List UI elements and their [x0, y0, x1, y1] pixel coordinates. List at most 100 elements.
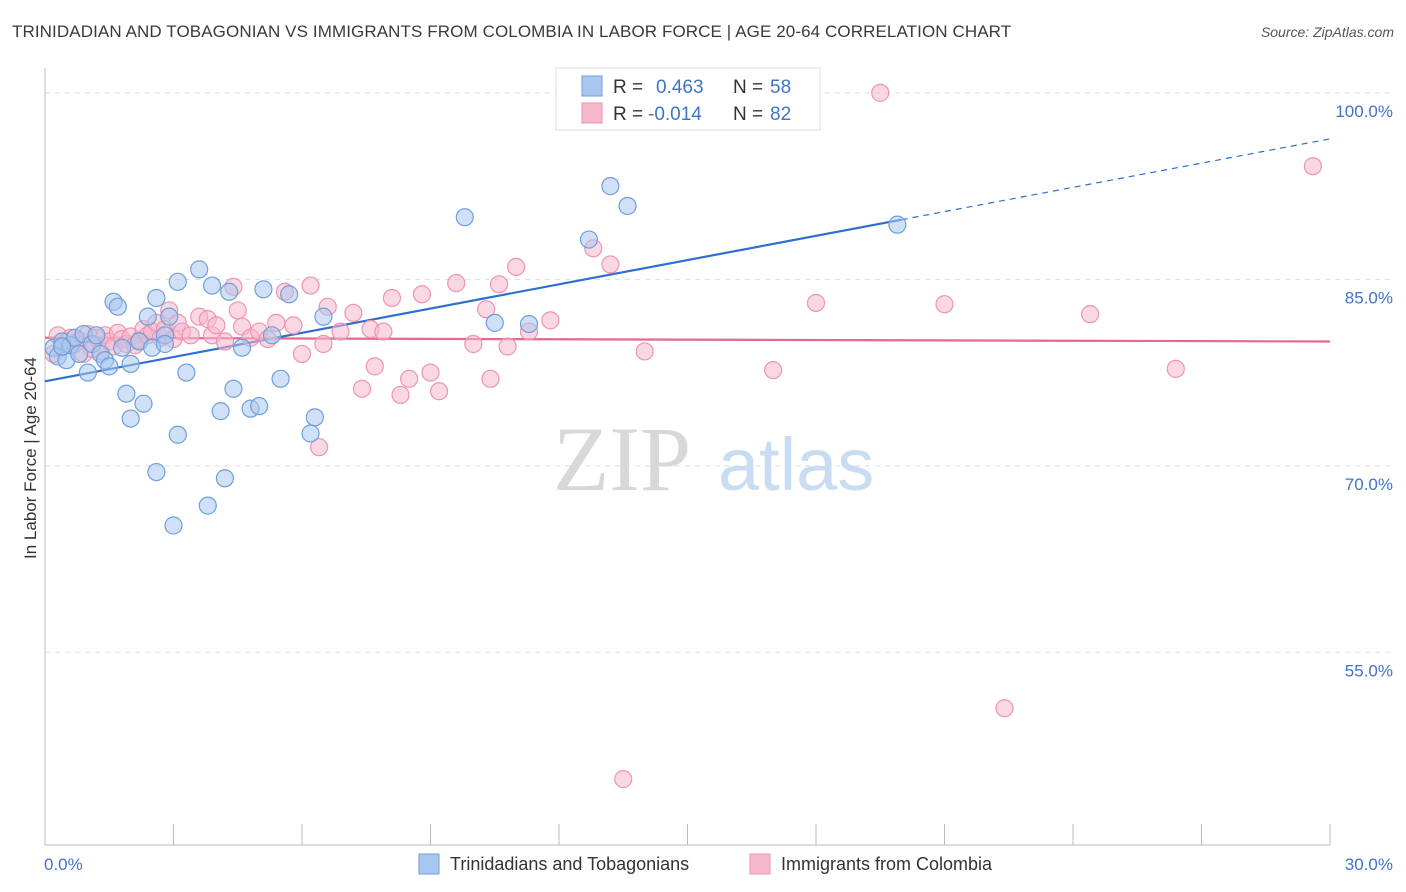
point-colombian [429, 382, 449, 401]
legend-n-value-pink: 82 [770, 104, 791, 125]
point-trinidadian [601, 177, 620, 196]
point-trinidadian [168, 425, 187, 444]
point-colombian [481, 369, 500, 388]
watermark: ZIP atlas [553, 408, 874, 510]
point-colombian [412, 285, 432, 304]
point-trinidadian [160, 307, 179, 326]
point-colombian [1303, 157, 1322, 176]
trend-line-trinidadian-extension [901, 138, 1331, 221]
point-trinidadian [888, 215, 907, 234]
point-trinidadian [301, 424, 320, 443]
point-trinidadian [224, 379, 243, 398]
point-trinidadian [579, 230, 599, 249]
point-colombian [284, 316, 303, 335]
point-colombian [207, 316, 226, 335]
point-trinidadian [164, 516, 183, 535]
point-colombian [935, 295, 954, 314]
point-colombian [391, 385, 410, 405]
point-trinidadian [134, 394, 153, 413]
point-colombian [399, 369, 419, 388]
point-colombian [498, 337, 517, 356]
point-trinidadian [198, 496, 217, 515]
gridlines [45, 92, 1392, 653]
legend-r-value-pink: -0.014 [648, 104, 702, 125]
point-trinidadian [53, 337, 72, 356]
point-colombian [614, 770, 633, 789]
point-colombian [314, 334, 333, 354]
point-trinidadian [112, 338, 132, 357]
point-trinidadian [108, 297, 127, 316]
point-colombian [382, 288, 402, 308]
point-trinidadian [211, 402, 230, 421]
point-trinidadian [100, 357, 119, 376]
point-colombian [421, 363, 440, 382]
point-trinidadian [215, 469, 234, 488]
point-trinidadian [70, 344, 89, 364]
point-trinidadian [117, 384, 136, 403]
point-trinidadian [519, 314, 539, 334]
x-tick-label-end: 30.0% [1345, 855, 1393, 874]
y-tick-label: 85.0% [1345, 288, 1393, 307]
tick-labels: 55.0% 70.0% 85.0% 100.0% 0.0% 30.0% [44, 102, 1393, 874]
legend-r-label-pink: R = [613, 104, 643, 125]
point-colombian [310, 438, 329, 457]
point-trinidadian [138, 307, 157, 326]
bottom-legend-label-blue: Trinidadians and Tobagonians [450, 854, 689, 874]
watermark-zip: ZIP [553, 408, 691, 510]
point-colombian [344, 303, 363, 323]
stats-legend: R = 0.463 N = 58 R = -0.014 N = 82 [555, 67, 821, 131]
point-colombian [995, 699, 1014, 718]
point-trinidadian [121, 409, 140, 428]
point-colombian [806, 293, 826, 313]
point-colombian [228, 301, 247, 320]
point-colombian [1166, 359, 1185, 378]
point-trinidadian [618, 196, 637, 216]
legend-r-label-blue: R = [613, 77, 643, 98]
point-trinidadian [232, 338, 252, 357]
point-colombian [352, 379, 372, 398]
data-points [44, 83, 1322, 789]
point-trinidadian [250, 397, 269, 416]
point-trinidadian [314, 307, 333, 326]
point-trinidadian [147, 288, 166, 308]
point-colombian [365, 357, 384, 376]
point-trinidadian [202, 276, 222, 295]
point-trinidadian [271, 369, 290, 388]
point-colombian [601, 255, 620, 274]
point-trinidadian [254, 280, 273, 299]
point-colombian [507, 257, 526, 277]
legend-swatch-blue [581, 75, 603, 97]
chart-title: TRINIDADIAN AND TOBAGONIAN VS IMMIGRANTS… [12, 22, 1012, 41]
axes [44, 68, 1331, 846]
point-trinidadian [87, 326, 106, 345]
point-trinidadian [220, 282, 239, 301]
point-trinidadian [78, 363, 97, 382]
point-colombian [447, 273, 466, 293]
y-tick-label: 70.0% [1345, 475, 1393, 494]
point-colombian [477, 300, 496, 319]
point-colombian [489, 275, 509, 294]
legend-r-value-blue: 0.463 [656, 77, 704, 98]
bottom-legend-label-pink: Immigrants from Colombia [781, 854, 993, 874]
point-colombian [1081, 305, 1100, 324]
legend-n-value-blue: 58 [770, 77, 791, 98]
point-trinidadian [168, 272, 187, 291]
point-trinidadian [155, 334, 175, 354]
bottom-legend-swatch-blue [418, 853, 440, 875]
point-colombian [764, 360, 783, 380]
point-colombian [215, 332, 234, 351]
point-colombian [635, 342, 654, 361]
y-axis-label: In Labor Force | Age 20-64 [21, 357, 40, 559]
series-legend: Trinidadians and Tobagonians Immigrants … [418, 853, 993, 875]
source-credit: Source: ZipAtlas.com [1260, 24, 1394, 40]
bottom-legend-swatch-pink [749, 853, 771, 875]
point-trinidadian [121, 354, 140, 373]
legend-n-label-pink: N = [733, 104, 763, 125]
point-colombian [331, 322, 350, 341]
point-trinidadian [147, 462, 166, 482]
point-colombian [301, 276, 320, 295]
point-colombian [541, 311, 560, 330]
y-tick-label: 100.0% [1335, 102, 1393, 121]
point-colombian [871, 83, 890, 102]
